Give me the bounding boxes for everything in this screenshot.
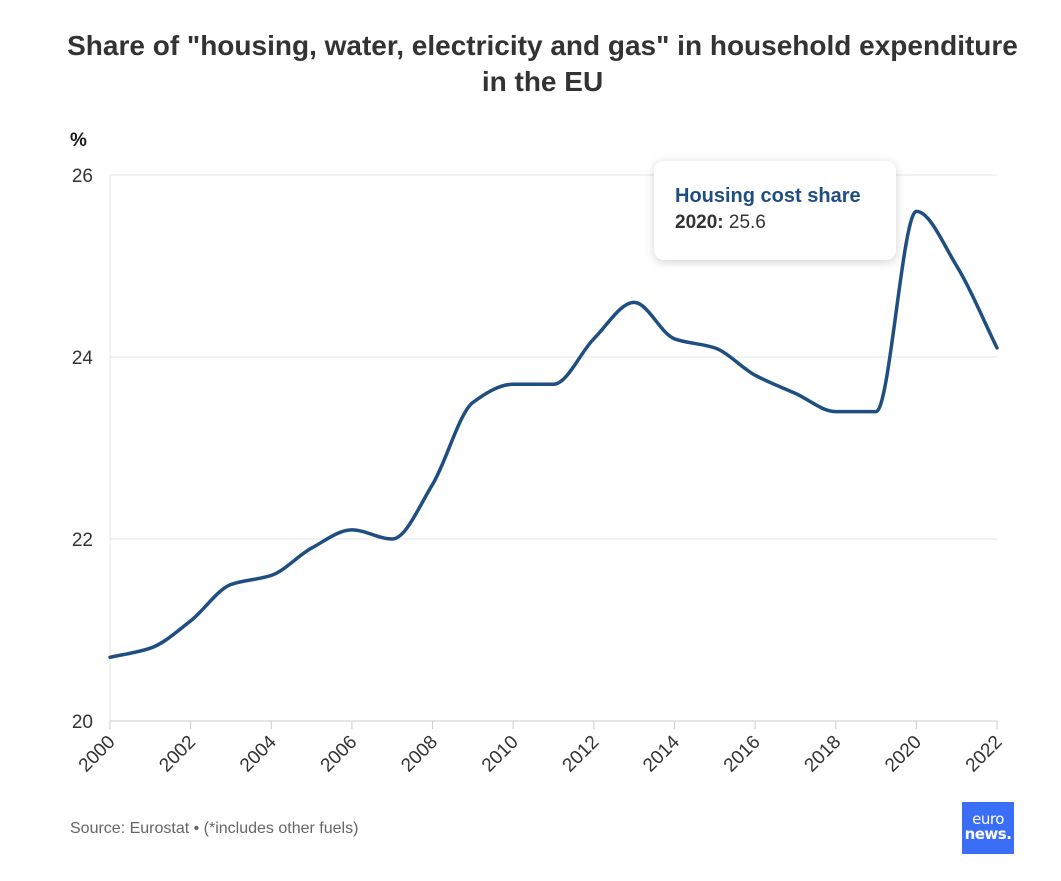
y-axis-tick-labels: 20 22 24 26	[72, 166, 94, 733]
x-tick-label-2022: 2022	[962, 732, 1007, 777]
y-axis-unit: %	[70, 130, 87, 151]
x-tick-label-2012: 2012	[559, 732, 604, 777]
tooltip-series-name: Housing cost share	[675, 185, 861, 207]
x-tick-label-2020: 2020	[881, 732, 926, 777]
x-axis	[109, 720, 998, 729]
logo-text-news: news.	[964, 825, 1012, 843]
series-line-0	[108, 209, 999, 660]
x-tick-label-2006: 2006	[317, 732, 362, 777]
tooltip-value: 25.6	[728, 212, 766, 233]
series-layer	[108, 209, 999, 660]
x-tick-label-2004: 2004	[236, 731, 281, 776]
y-tick-label-26: 26	[72, 166, 93, 187]
logo-text-euro: euro	[972, 810, 1004, 828]
chart-title: Share of "housing, water, electricity an…	[67, 30, 1018, 97]
x-tick-label-2018: 2018	[801, 732, 846, 777]
source-note: Source: Eurostat • (*includes other fuel…	[70, 820, 359, 837]
y-tick-label-22: 22	[72, 530, 93, 551]
tooltip-year: 2020:	[675, 212, 724, 233]
x-tick-label-2014: 2014	[639, 731, 684, 776]
x-tick-label-2016: 2016	[720, 732, 765, 777]
y-tick-label-24: 24	[72, 348, 94, 369]
x-axis-tick-labels: 2000 2002 2004 2006 2008 2010 2012 2014 2016 2018…	[75, 731, 1007, 776]
x-tick-label-2000: 2000	[75, 732, 120, 777]
x-tick-label-2002: 2002	[155, 732, 200, 777]
euronews-logo[interactable]: euro news.	[962, 802, 1014, 854]
tooltip-value-line: 2020: 25.6	[675, 209, 876, 237]
data-tooltip: Housing cost share 2020: 25.6	[654, 161, 896, 260]
x-tick-label-2008: 2008	[397, 732, 442, 777]
x-tick-label-2010: 2010	[478, 732, 523, 777]
y-tick-label-20: 20	[72, 712, 93, 733]
